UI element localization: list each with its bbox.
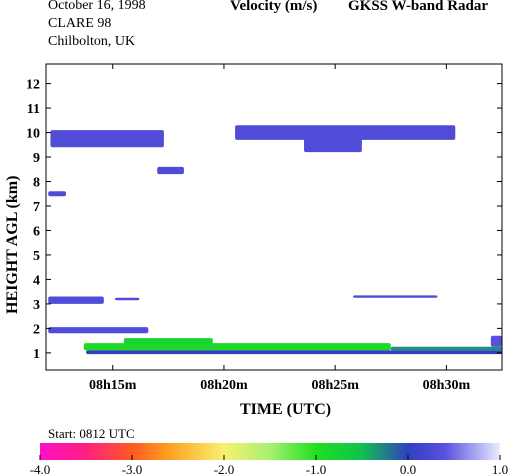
colorbar — [40, 443, 500, 460]
echo-region — [48, 327, 149, 334]
colorbar-tick-label: -2.0 — [214, 462, 235, 476]
date-label: October 16, 1998 — [48, 0, 146, 13]
x-tick-label: 08h15m — [89, 378, 137, 393]
y-axis-title: HEIGHT AGL (km) — [4, 176, 21, 314]
campaign-label: CLARE 98 — [48, 16, 112, 31]
echo-region — [86, 350, 502, 355]
instrument-label: GKSS W-band Radar — [348, 0, 489, 14]
quantity-label: Velocity (m/s) — [230, 0, 318, 14]
location-label: Chilbolton, UK — [48, 34, 136, 49]
echo-region — [235, 125, 456, 140]
y-tick-label: 6 — [33, 224, 40, 239]
x-tick-label: 08h25m — [311, 378, 359, 393]
echo-region — [48, 191, 67, 197]
echo-region — [157, 166, 184, 175]
y-tick-label: 3 — [33, 298, 40, 313]
echo-region — [50, 130, 164, 148]
echo-region — [352, 295, 438, 298]
echo-region — [114, 297, 140, 301]
y-tick-label: 8 — [33, 176, 40, 191]
y-tick-label: 2 — [33, 322, 40, 337]
y-tick-label: 10 — [26, 127, 40, 142]
y-tick-label: 4 — [33, 273, 40, 288]
y-tick-label: 9 — [33, 151, 40, 166]
start-time-label: Start: 0812 UTC — [48, 426, 135, 441]
echo-region — [123, 338, 213, 345]
colorbar-tick-label: 0.0 — [400, 462, 416, 476]
y-tick-label: 7 — [33, 200, 40, 215]
colorbar-tick-label: 1.0 — [492, 462, 508, 476]
x-tick-label: 08h30m — [423, 378, 471, 393]
x-tick-label: 08h20m — [200, 378, 248, 393]
colorbar-tick-label: -3.0 — [122, 462, 143, 476]
colorbar-tick-label: -1.0 — [306, 462, 327, 476]
y-tick-label: 5 — [33, 249, 40, 264]
radar-echoes — [48, 125, 502, 355]
colorbar-ticks: -4.0 -3.0 -2.0 -1.0 0.0 1.0 — [30, 455, 508, 476]
x-axis-title: TIME (UTC) — [240, 401, 331, 418]
y-tick-label: 1 — [33, 347, 40, 362]
echo-region — [490, 335, 502, 347]
echo-region — [304, 137, 362, 153]
echo-region — [390, 346, 502, 351]
plot-frame — [45, 63, 503, 371]
echo-region — [48, 296, 104, 304]
colorbar-tick-label: -4.0 — [30, 462, 51, 476]
y-tick-label: 11 — [27, 102, 40, 117]
y-tick-label: 12 — [26, 78, 40, 93]
echo-region — [83, 343, 391, 351]
